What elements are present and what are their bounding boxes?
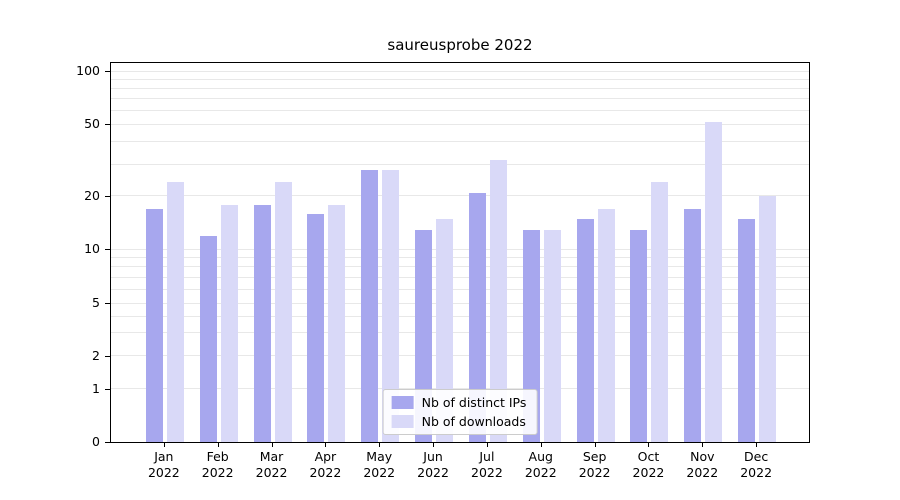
gridline xyxy=(111,332,809,334)
bar-downloads xyxy=(436,218,454,442)
y-tick-label: 100 xyxy=(76,63,100,79)
x-tick-mark xyxy=(379,443,381,447)
bar-downloads xyxy=(705,121,723,442)
x-tick-label: May 2022 xyxy=(363,449,396,480)
legend-label-distinct-ips: Nb of distinct IPs xyxy=(421,395,527,410)
plot-area: Nb of distinct IPs Nb of downloads xyxy=(110,62,810,443)
x-tick-label: Apr 2022 xyxy=(309,449,342,480)
bar-distinct-ips xyxy=(630,229,648,442)
y-tick-mark xyxy=(105,303,110,305)
legend-swatch-downloads xyxy=(391,415,414,428)
gridline xyxy=(111,315,809,317)
y-tick-mark xyxy=(105,123,110,125)
x-tick-mark xyxy=(702,443,704,447)
x-tick-mark xyxy=(756,443,758,447)
bar-distinct-ips xyxy=(468,192,486,442)
x-tick-mark xyxy=(540,443,542,447)
bar-downloads xyxy=(274,182,292,442)
gridline xyxy=(111,257,809,259)
bar-distinct-ips xyxy=(253,204,271,442)
x-tick-mark xyxy=(433,443,435,447)
x-tick-mark xyxy=(486,443,488,447)
bar-distinct-ips xyxy=(361,170,379,442)
y-tick-mark xyxy=(105,356,110,358)
gridline xyxy=(111,302,809,304)
y-tick-label: 20 xyxy=(84,187,100,203)
bar-downloads xyxy=(489,159,507,442)
legend-item-distinct-ips: Nb of distinct IPs xyxy=(391,395,527,410)
bar-downloads xyxy=(382,170,400,442)
x-tick-mark xyxy=(648,443,650,447)
bar-downloads xyxy=(597,208,615,442)
legend: Nb of distinct IPs Nb of downloads xyxy=(382,389,538,435)
gridline xyxy=(111,288,809,290)
y-tick-mark xyxy=(105,249,110,251)
y-tick-mark xyxy=(105,195,110,197)
gridline xyxy=(111,88,809,90)
y-tick-mark xyxy=(105,389,110,391)
bar-distinct-ips xyxy=(684,208,702,442)
legend-item-downloads: Nb of downloads xyxy=(391,414,527,429)
bar-distinct-ips xyxy=(522,229,540,442)
gridline xyxy=(111,141,809,143)
y-tick-label: 1 xyxy=(92,381,100,397)
gridline xyxy=(111,266,809,268)
x-tick-label: Sep 2022 xyxy=(578,449,611,480)
x-tick-label: Mar 2022 xyxy=(255,449,288,480)
y-tick-label: 0 xyxy=(92,434,100,449)
y-tick-mark xyxy=(105,71,110,73)
bar-downloads xyxy=(651,182,669,442)
bar-downloads xyxy=(328,204,346,442)
bar-distinct-ips xyxy=(738,218,756,442)
y-tick-label: 10 xyxy=(84,241,100,257)
gridline xyxy=(111,388,809,390)
x-tick-label: Nov 2022 xyxy=(686,449,719,480)
gridline xyxy=(111,163,809,165)
x-tick-mark xyxy=(271,443,273,447)
bar-distinct-ips xyxy=(576,218,594,442)
legend-swatch-distinct-ips xyxy=(391,396,414,409)
y-tick-label: 2 xyxy=(92,348,100,364)
gridline xyxy=(111,109,809,111)
bar-downloads xyxy=(220,204,238,442)
gridline xyxy=(111,123,809,125)
x-tick-mark xyxy=(594,443,596,447)
x-tick-label: Jun 2022 xyxy=(417,449,449,480)
bar-downloads xyxy=(543,229,561,442)
x-tick-mark xyxy=(163,443,165,447)
bar-distinct-ips xyxy=(145,208,163,442)
chart-title: saureusprobe 2022 xyxy=(387,36,533,54)
legend-label-downloads: Nb of downloads xyxy=(421,414,526,429)
gridline xyxy=(111,355,809,357)
gridline xyxy=(111,195,809,197)
bar-distinct-ips xyxy=(199,235,217,442)
x-tick-label: Feb 2022 xyxy=(201,449,234,480)
gridline xyxy=(111,71,809,73)
x-tick-label: Jan 2022 xyxy=(147,449,180,480)
bar-downloads xyxy=(759,196,777,442)
x-tick-label: Oct 2022 xyxy=(632,449,665,480)
x-tick-label: Dec 2022 xyxy=(740,449,773,480)
bar-distinct-ips xyxy=(415,229,433,442)
gridline xyxy=(111,79,809,81)
bar-distinct-ips xyxy=(307,213,325,442)
x-tick-mark xyxy=(325,443,327,447)
x-tick-label: Aug 2022 xyxy=(524,449,557,480)
x-tick-label: Jul 2022 xyxy=(471,449,503,480)
y-tick-label: 50 xyxy=(84,115,100,131)
x-tick-mark xyxy=(217,443,219,447)
y-tick-label: 5 xyxy=(92,295,100,311)
gridline xyxy=(111,276,809,278)
gridline xyxy=(111,248,809,250)
bar-downloads xyxy=(166,182,184,442)
y-tick-mark xyxy=(105,442,110,443)
gridline xyxy=(111,98,809,100)
